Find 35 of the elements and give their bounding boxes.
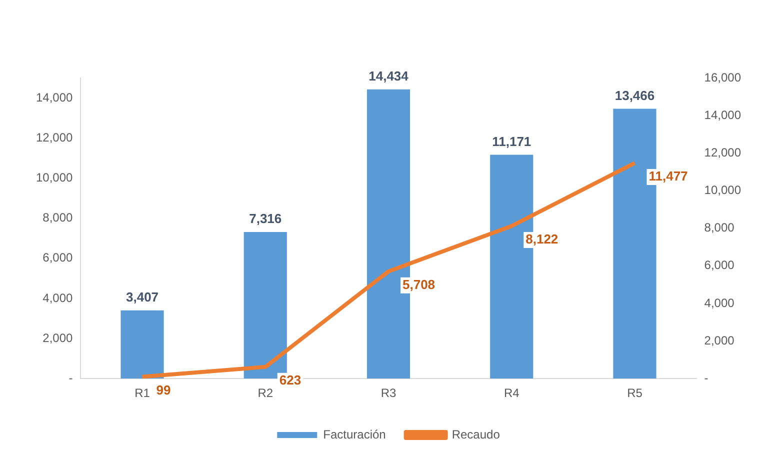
x-tick-label: R3 — [380, 386, 396, 400]
data-label: 99 — [156, 382, 171, 398]
data-label: 7,316 — [249, 211, 282, 226]
y2-tick-label: 12,000 — [704, 145, 742, 160]
x-tick-label: R4 — [504, 386, 520, 400]
x-tick-label: R5 — [627, 386, 643, 400]
y-tick-label: 6,000 — [42, 250, 74, 265]
y-tick-label: 10,000 — [36, 170, 74, 185]
y2-tick-label: 8,000 — [704, 220, 735, 235]
data-label: 3,407 — [126, 289, 159, 304]
data-label: 13,466 — [614, 88, 655, 103]
y2-tick-label: 16,000 — [704, 70, 742, 84]
y2-tick-label: - — [704, 370, 708, 385]
data-label: 11,171 — [492, 134, 532, 149]
y-tick-label: 14,000 — [36, 90, 74, 104]
x-tick-label: R2 — [258, 386, 274, 400]
y2-tick-label: 6,000 — [704, 258, 735, 272]
y-tick-label: 12,000 — [36, 130, 74, 144]
legend-label: Facturación — [323, 427, 386, 442]
data-label: 14,434 — [368, 68, 410, 84]
data-label: 623 — [279, 372, 302, 388]
y2-tick-label: 14,000 — [704, 108, 742, 122]
x-tick-label: R1 — [134, 386, 150, 400]
y-tick-label: - — [68, 370, 73, 385]
data-label: 11,477 — [648, 168, 688, 184]
y-tick-label: 8,000 — [42, 210, 74, 225]
data-label: 8,122 — [526, 232, 558, 247]
data-label: 5,708 — [402, 276, 436, 292]
legend-label: Recaudo — [452, 427, 500, 442]
y2-tick-label: 2,000 — [704, 333, 735, 348]
bar — [120, 310, 164, 379]
y-tick-label: 4,000 — [42, 290, 74, 305]
y2-tick-label: 4,000 — [704, 296, 735, 310]
y2-tick-label: 10,000 — [704, 183, 742, 198]
y-tick-label: 2,000 — [42, 330, 74, 345]
